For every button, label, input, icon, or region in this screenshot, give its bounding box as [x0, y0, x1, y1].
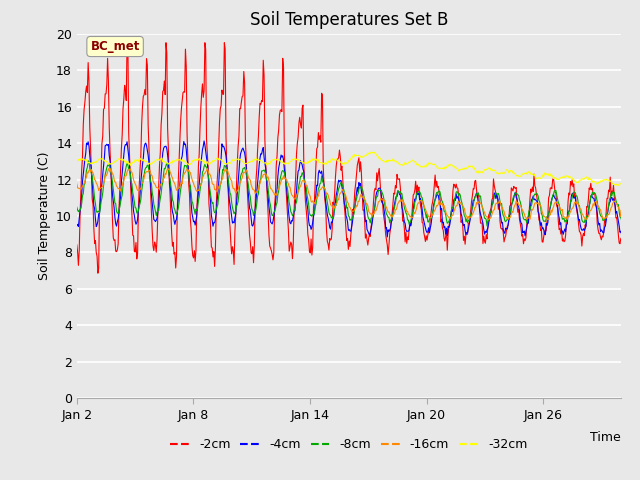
Text: Time: Time [590, 431, 621, 444]
Text: BC_met: BC_met [90, 40, 140, 53]
Legend: -2cm, -4cm, -8cm, -16cm, -32cm: -2cm, -4cm, -8cm, -16cm, -32cm [165, 433, 532, 456]
Title: Soil Temperatures Set B: Soil Temperatures Set B [250, 11, 448, 29]
Y-axis label: Soil Temperature (C): Soil Temperature (C) [38, 152, 51, 280]
